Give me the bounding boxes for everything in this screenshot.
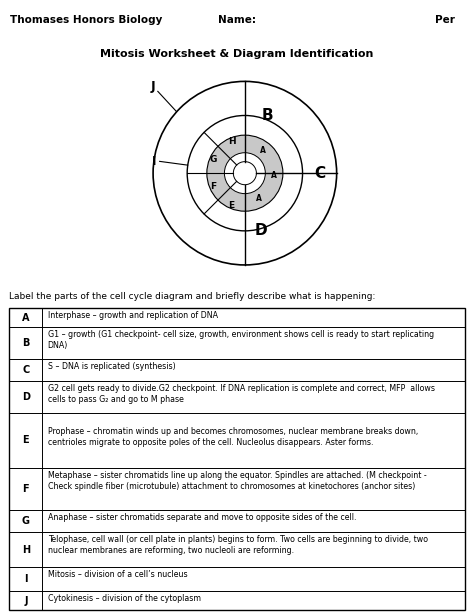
Text: H: H xyxy=(228,137,236,146)
Text: Label the parts of the cell cycle diagram and briefly describe what is happening: Label the parts of the cell cycle diagra… xyxy=(9,292,376,301)
Text: G: G xyxy=(22,516,30,526)
Text: E: E xyxy=(228,200,235,210)
Text: S – DNA is replicated (synthesis): S – DNA is replicated (synthesis) xyxy=(48,362,175,371)
Text: Name:: Name: xyxy=(218,15,256,25)
Text: Mitosis Worksheet & Diagram Identification: Mitosis Worksheet & Diagram Identificati… xyxy=(100,50,374,59)
Text: C: C xyxy=(22,365,29,375)
Circle shape xyxy=(233,162,256,185)
Text: G1 – growth (G1 checkpoint- cell size, growth, environment shows cell is ready t: G1 – growth (G1 checkpoint- cell size, g… xyxy=(48,330,434,350)
Text: G2 cell gets ready to divide.G2 checkpoint. If DNA replication is complete and c: G2 cell gets ready to divide.G2 checkpoi… xyxy=(48,384,435,404)
Text: Interphase – growth and replication of DNA: Interphase – growth and replication of D… xyxy=(48,311,218,321)
Text: F: F xyxy=(210,182,216,191)
Text: Anaphase – sister chromatids separate and move to opposite sides of the cell.: Anaphase – sister chromatids separate an… xyxy=(48,513,356,522)
Text: I: I xyxy=(24,574,27,584)
Circle shape xyxy=(224,153,265,194)
Text: A: A xyxy=(260,146,266,154)
Text: D: D xyxy=(22,392,30,402)
Text: Telophase, cell wall (or cell plate in plants) begins to form. Two cells are beg: Telophase, cell wall (or cell plate in p… xyxy=(48,535,428,555)
Text: I: I xyxy=(152,155,156,168)
Text: H: H xyxy=(22,544,30,555)
Text: D: D xyxy=(254,223,267,238)
Text: B: B xyxy=(261,108,273,123)
Text: Prophase – chromatin winds up and becomes chromosomes, nuclear membrane breaks d: Prophase – chromatin winds up and become… xyxy=(48,416,418,469)
Text: A: A xyxy=(22,313,29,322)
Text: A: A xyxy=(255,194,262,204)
Text: G: G xyxy=(209,156,217,164)
Text: E: E xyxy=(23,435,29,445)
Text: Cytokinesis – division of the cytoplasm: Cytokinesis – division of the cytoplasm xyxy=(48,595,201,603)
Text: Metaphase – sister chromatids line up along the equator. Spindles are attached. : Metaphase – sister chromatids line up al… xyxy=(48,471,427,491)
Text: Per: Per xyxy=(435,15,455,25)
Text: Mitosis – division of a cell’s nucleus: Mitosis – division of a cell’s nucleus xyxy=(48,570,187,579)
Text: A: A xyxy=(271,171,277,180)
Text: F: F xyxy=(23,484,29,494)
Circle shape xyxy=(207,135,283,211)
Text: J: J xyxy=(24,596,27,606)
Text: J: J xyxy=(151,80,155,93)
Text: B: B xyxy=(22,338,29,348)
Text: C: C xyxy=(314,166,325,181)
Text: Thomases Honors Biology: Thomases Honors Biology xyxy=(10,15,163,25)
